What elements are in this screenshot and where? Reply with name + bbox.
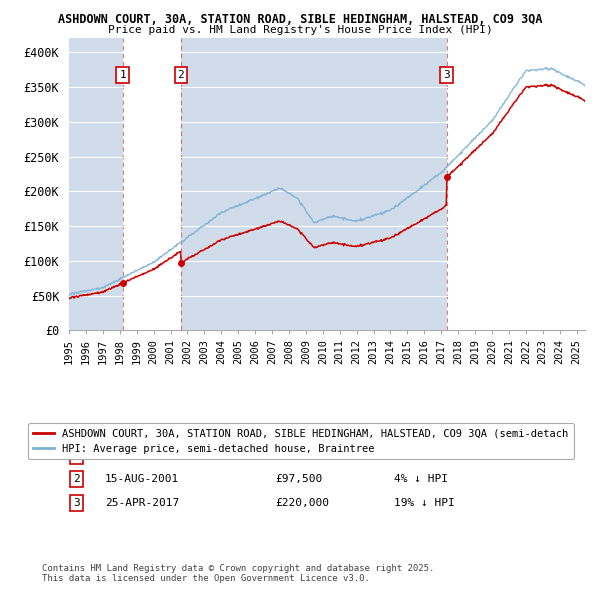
Text: 7% ↑ HPI: 7% ↑ HPI [394,451,448,461]
Text: 1: 1 [73,451,80,461]
Text: 25-APR-2017: 25-APR-2017 [105,498,179,508]
Text: 1: 1 [119,70,126,80]
Text: 02-MAR-1998: 02-MAR-1998 [105,451,179,461]
Text: 3: 3 [443,70,450,80]
Text: Contains HM Land Registry data © Crown copyright and database right 2025.
This d: Contains HM Land Registry data © Crown c… [42,563,434,583]
Bar [122,38,181,330]
Text: 15-AUG-2001: 15-AUG-2001 [105,474,179,484]
Bar [69,38,122,330]
Text: 2: 2 [73,474,80,484]
Text: 4% ↓ HPI: 4% ↓ HPI [394,474,448,484]
Text: £68,000: £68,000 [275,451,323,461]
Text: £220,000: £220,000 [275,498,329,508]
Text: ASHDOWN COURT, 30A, STATION ROAD, SIBLE HEDINGHAM, HALSTEAD, CO9 3QA: ASHDOWN COURT, 30A, STATION ROAD, SIBLE … [58,13,542,26]
Legend: ASHDOWN COURT, 30A, STATION ROAD, SIBLE HEDINGHAM, HALSTEAD, CO9 3QA (semi-detac: ASHDOWN COURT, 30A, STATION ROAD, SIBLE … [28,423,574,459]
Text: 19% ↓ HPI: 19% ↓ HPI [394,498,455,508]
Text: Price paid vs. HM Land Registry's House Price Index (HPI): Price paid vs. HM Land Registry's House … [107,25,493,35]
Bar [181,38,446,330]
Text: 2: 2 [178,70,184,80]
Text: 3: 3 [73,498,80,508]
Text: £97,500: £97,500 [275,474,323,484]
Bar [446,38,585,330]
